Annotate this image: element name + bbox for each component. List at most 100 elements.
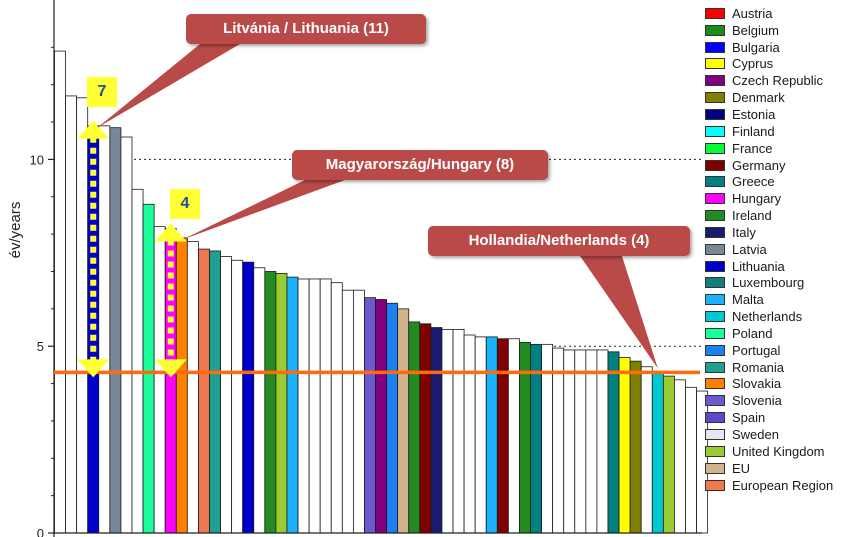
bar [419, 323, 432, 534]
legend-swatch [705, 260, 725, 272]
legend-swatch [705, 311, 725, 323]
legend-swatch [705, 479, 725, 491]
legend-swatch [705, 75, 725, 87]
legend-label: Malta [732, 292, 764, 308]
legend-label: United Kingdom [732, 443, 825, 459]
bar [120, 136, 133, 534]
range-arrow-hungary [154, 223, 187, 378]
legend-label: Ireland [732, 208, 772, 224]
legend-swatch [705, 92, 725, 104]
bar [341, 289, 354, 534]
legend-swatch [705, 277, 725, 289]
legend-swatch [705, 294, 725, 306]
range-badge-hungary: 4 [170, 189, 200, 219]
legend-label: Slovakia [732, 376, 782, 392]
legend-swatch [705, 125, 725, 137]
bar [297, 278, 310, 534]
legend-item: Poland [705, 325, 865, 342]
bar [585, 349, 598, 534]
legend-swatch [705, 226, 725, 238]
legend-swatch [705, 429, 725, 441]
callout-hungary: Magyarország/Hungary (8) [292, 150, 548, 180]
legend-item: Slovakia [705, 376, 865, 393]
legend-item: Portugal [705, 342, 865, 359]
legend-swatch [705, 327, 725, 339]
legend-label: European Region [732, 477, 834, 493]
legend-label: Poland [732, 325, 773, 341]
legend-label: Latvia [732, 241, 767, 257]
bar [319, 278, 332, 534]
bar [441, 328, 454, 534]
bar [563, 349, 576, 534]
bar [153, 226, 166, 534]
legend-swatch [705, 462, 725, 474]
legend-item: Denmark [705, 89, 865, 106]
legend-item: Czech Republic [705, 72, 865, 89]
bar [485, 336, 498, 534]
legend-item: Malta [705, 291, 865, 308]
bar [264, 271, 277, 534]
legend-item: Sweden [705, 426, 865, 443]
legend-item: Bulgaria [705, 39, 865, 56]
y-tick-label: 10 [30, 152, 44, 167]
bar [552, 347, 565, 534]
legend-swatch [705, 210, 725, 222]
bar [352, 289, 365, 534]
bar [430, 327, 443, 534]
arrowhead-down-icon [77, 359, 110, 378]
legend-swatch [705, 176, 725, 188]
bar [640, 366, 653, 534]
legend-label: Denmark [732, 90, 785, 106]
bar [674, 379, 686, 534]
bar [175, 237, 188, 534]
bar [408, 321, 421, 534]
bar [696, 390, 709, 534]
legend-item: Italy [705, 224, 865, 241]
legend-item: Germany [705, 157, 865, 174]
bar [507, 338, 520, 534]
legend-label: Netherlands [732, 309, 803, 325]
legend-item: Netherlands [705, 308, 865, 325]
arrowhead-down-icon [154, 359, 187, 378]
bar [253, 267, 266, 534]
legend-item: Romania [705, 359, 865, 376]
bar [98, 125, 111, 534]
legend-label: Austria [732, 5, 773, 21]
callout-pointer-lithuania [97, 44, 241, 128]
legend-item: Ireland [705, 207, 865, 224]
legend-label: Sweden [732, 427, 779, 443]
legend-item: Spain [705, 409, 865, 426]
legend-swatch [705, 142, 725, 154]
legend-label: Cyprus [732, 56, 774, 72]
bar [186, 241, 199, 534]
callout-netherlands: Hollandia/Netherlands (4) [428, 226, 690, 256]
legend-item: Greece [705, 173, 865, 190]
legend-label: Portugal [732, 342, 781, 358]
bar [662, 375, 675, 534]
legend-item: France [705, 140, 865, 157]
bar [364, 297, 376, 534]
bar [452, 328, 465, 534]
legend: Austria Belgium Bulgaria Cyprus Czech Republ… [705, 5, 865, 493]
bar [109, 127, 122, 534]
legend-swatch [705, 395, 725, 407]
bar [685, 386, 697, 534]
legend-item: Cyprus [705, 56, 865, 73]
bar [198, 248, 210, 534]
legend-item: European Region [705, 477, 865, 494]
legend-swatch [705, 412, 725, 424]
callout-pointer-netherlands [580, 256, 658, 369]
legend-label: Hungary [732, 191, 782, 207]
legend-swatch [705, 361, 725, 373]
arrowhead-up-icon [154, 223, 187, 242]
bar [596, 349, 609, 534]
bar [65, 95, 78, 534]
legend-label: Belgium [732, 22, 779, 38]
legend-item: Luxembourg [705, 275, 865, 292]
bar [651, 371, 664, 534]
bar [397, 308, 410, 534]
bar [209, 250, 221, 534]
legend-item: Hungary [705, 190, 865, 207]
legend-label: Lithuania [732, 258, 785, 274]
